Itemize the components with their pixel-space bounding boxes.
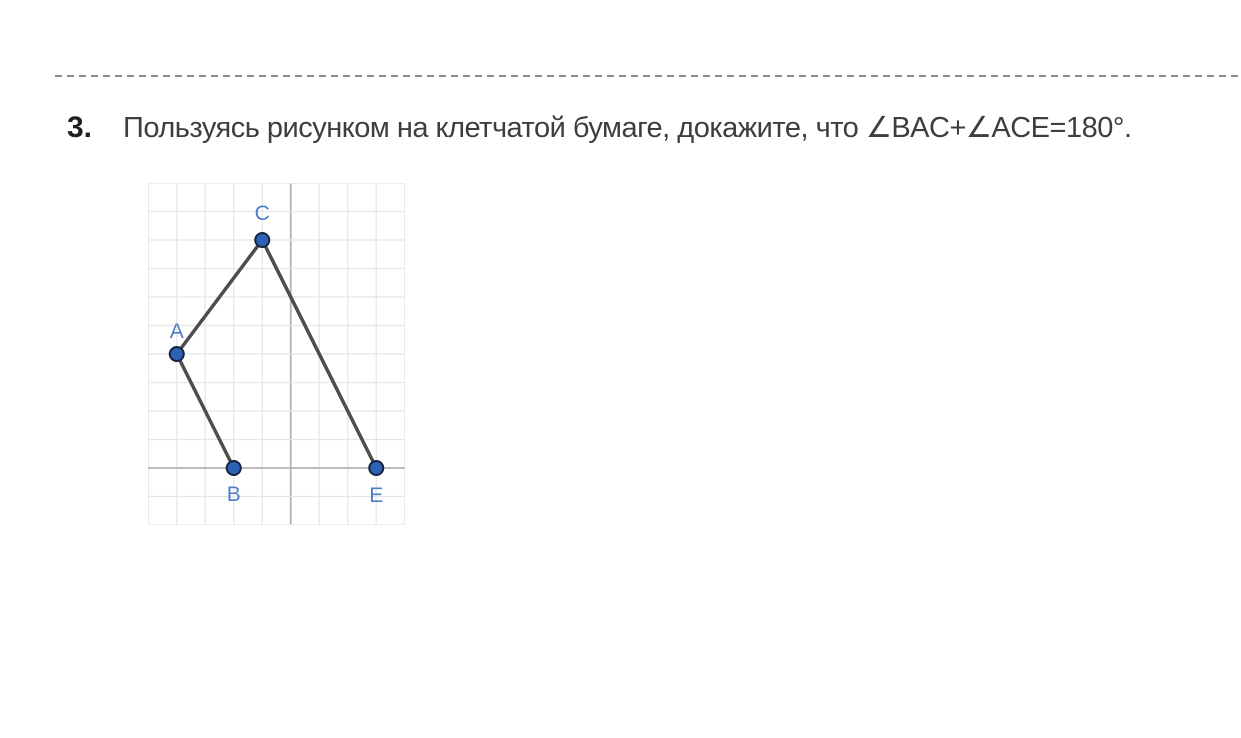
point-dot-C — [254, 232, 271, 248]
point-label-A: A — [170, 320, 184, 343]
point-dot-B — [225, 460, 242, 476]
problem-text: Пользуясь рисунком на клетчатой бумаге, … — [123, 112, 1132, 144]
point-dot-E — [368, 460, 385, 476]
figure-container: A C B E — [147, 182, 406, 530]
segment-AB — [175, 352, 236, 470]
problem-number: 3. — [67, 111, 93, 144]
point-label-C: C — [255, 202, 270, 225]
segment-AC — [175, 238, 264, 356]
segment-CE — [260, 238, 378, 470]
point-label-E: E — [369, 484, 383, 507]
dashed-divider — [55, 75, 1241, 77]
problem-row: 3. Пользуясь рисунком на клетчатой бумаг… — [67, 110, 1132, 145]
point-dot-A — [168, 346, 185, 362]
geometry-figure: A C B E — [147, 182, 406, 526]
point-label-B: B — [227, 483, 241, 506]
